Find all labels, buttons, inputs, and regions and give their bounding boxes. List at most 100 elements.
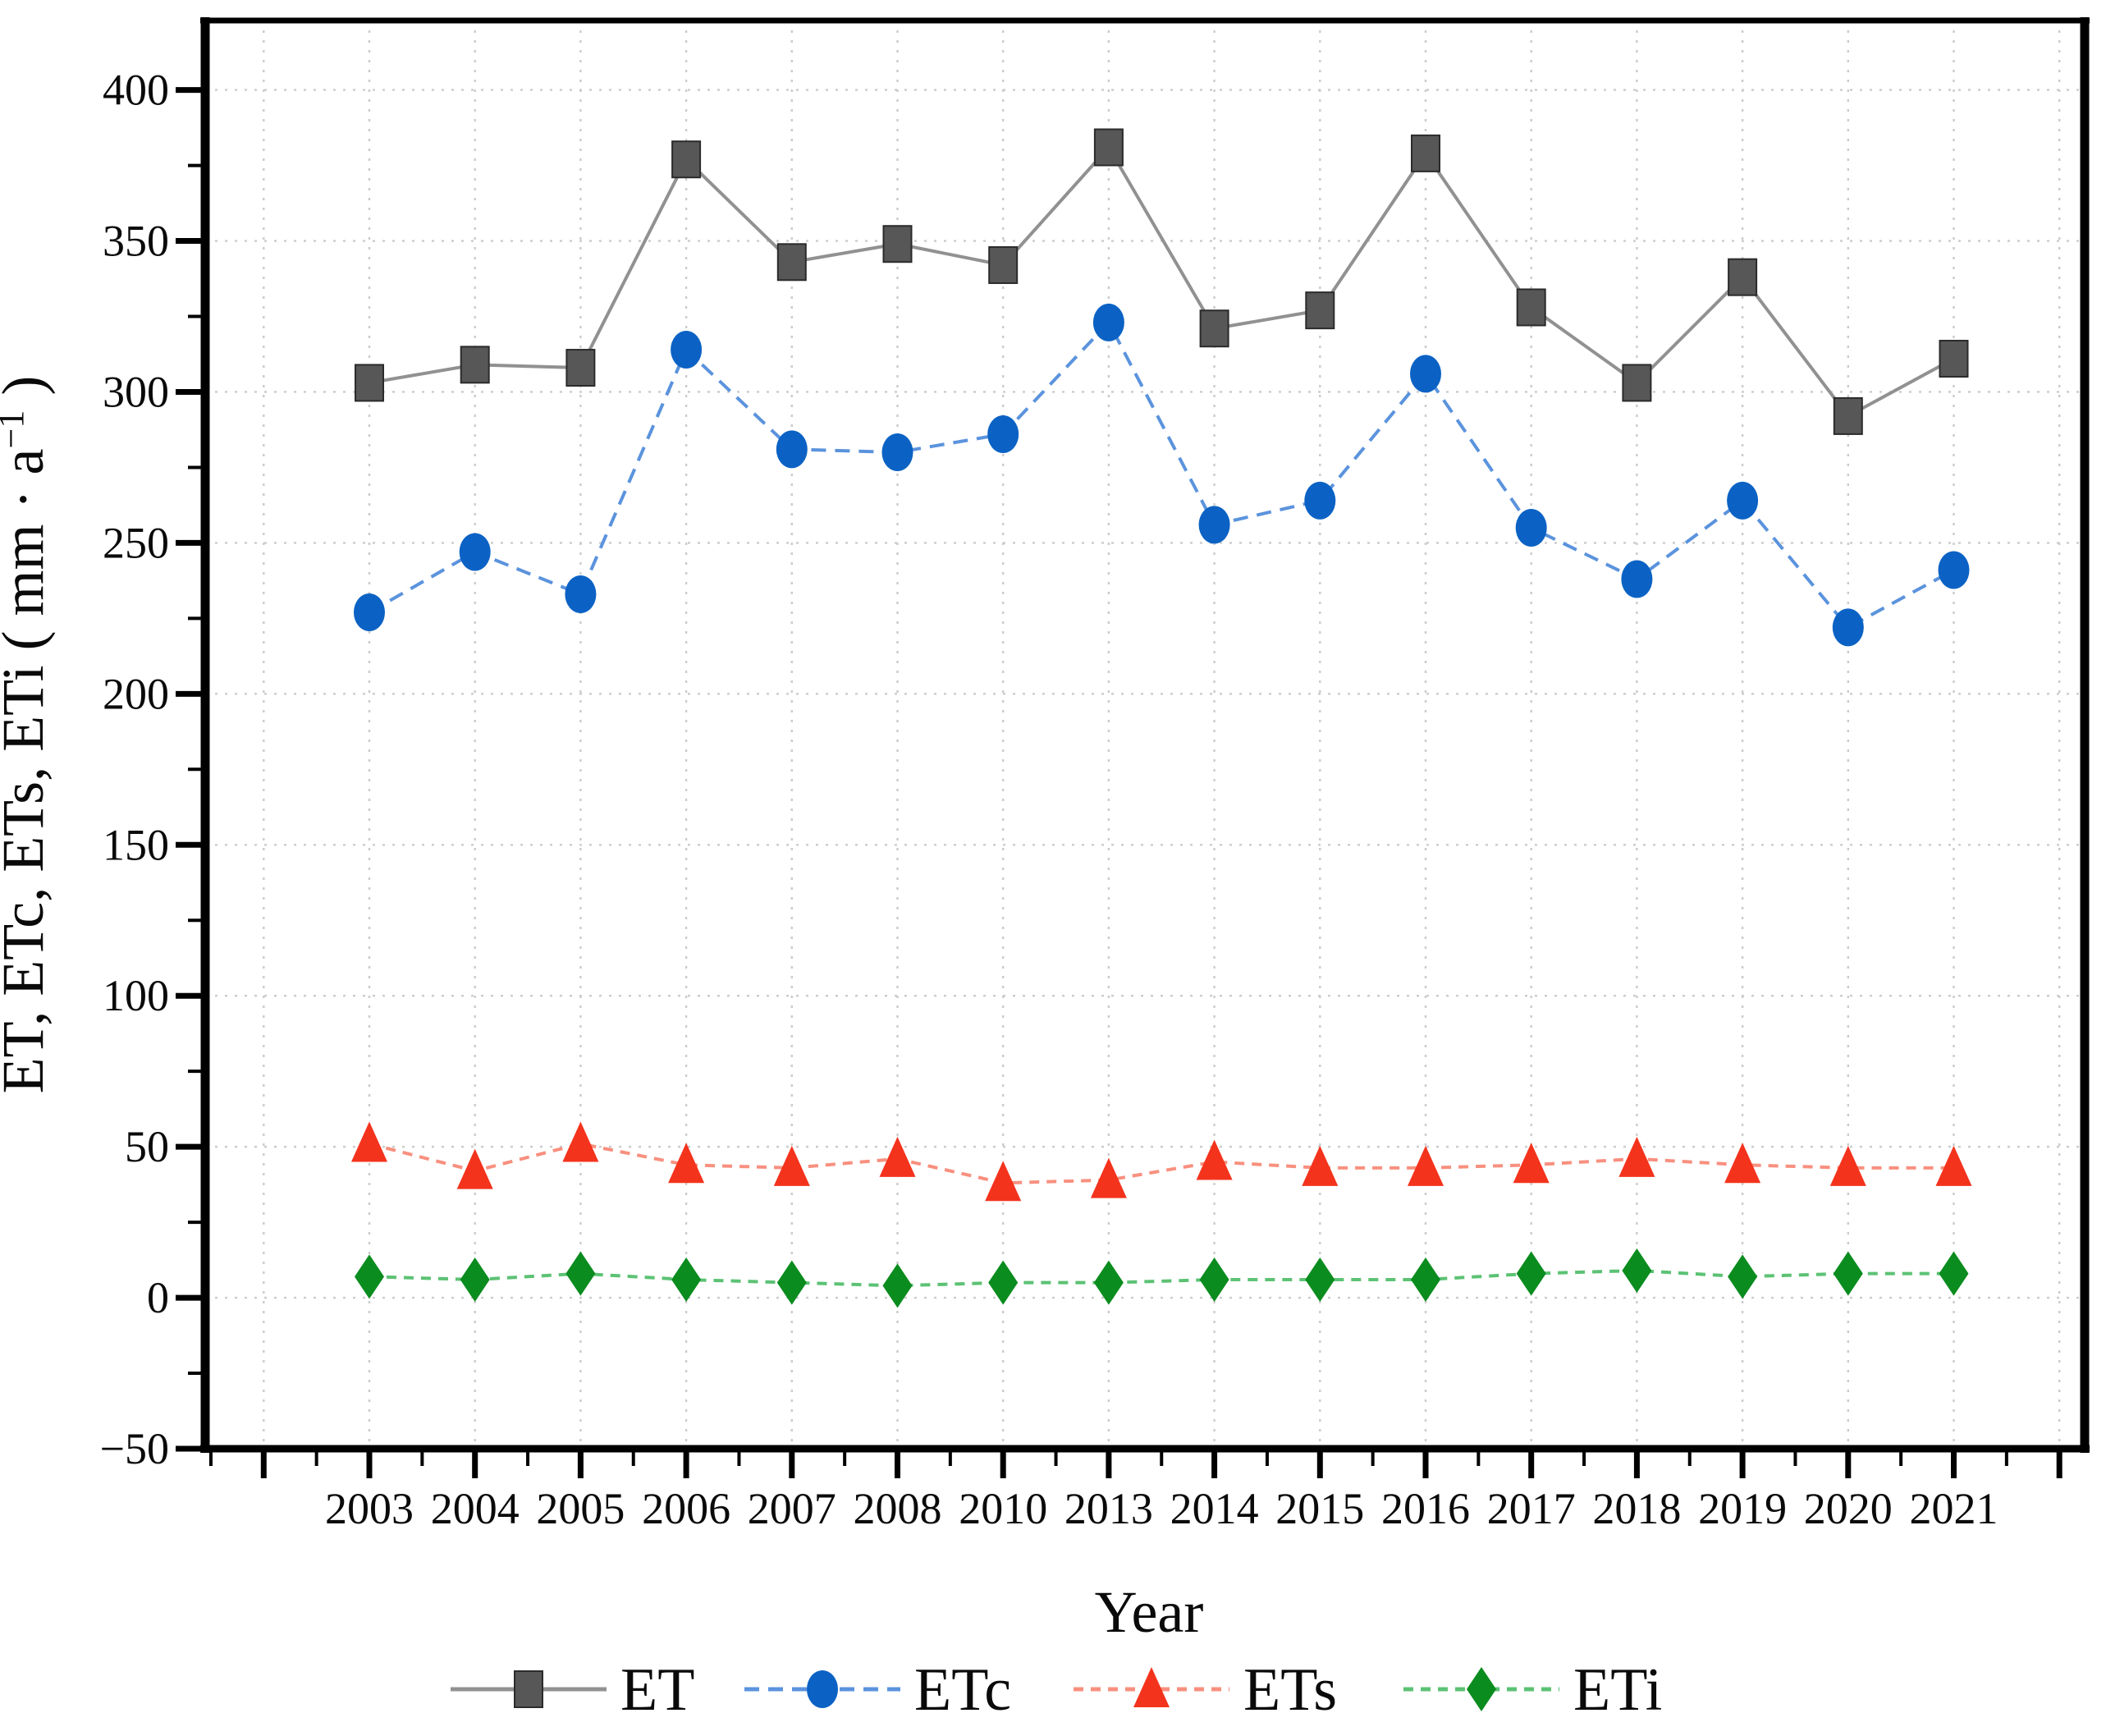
y-tick-label: −50 <box>100 1424 169 1473</box>
ET-marker <box>1516 288 1546 327</box>
ET-legend-marker <box>514 1670 543 1708</box>
y-axis-title: ET, ETc, ETs, ETi ( mm · a−1 ) <box>0 376 56 1094</box>
legend-label-ET: ET <box>620 1656 694 1724</box>
x-tick-label: 2004 <box>431 1484 520 1533</box>
ETs-marker <box>1829 1145 1866 1186</box>
ETs-marker <box>456 1148 493 1189</box>
ETc-marker <box>987 415 1019 453</box>
ETs-marker <box>985 1161 1022 1202</box>
y-tick-label: 50 <box>125 1122 169 1171</box>
ETc-marker <box>671 330 703 369</box>
ETc-marker <box>1832 608 1864 647</box>
ET-marker <box>1305 291 1335 330</box>
ETi-marker <box>1833 1251 1863 1296</box>
legend-item-ETs: ETs <box>1074 1656 1337 1724</box>
gridlines <box>205 21 2085 1449</box>
x-tick-label: 2020 <box>1804 1484 1893 1533</box>
x-axis-title: Year <box>1095 1579 1204 1645</box>
ET-marker <box>671 140 702 179</box>
series-ETc <box>354 303 1970 647</box>
x-tick-label: 2008 <box>854 1484 942 1533</box>
ET-marker <box>355 364 384 402</box>
y-tick-label: 300 <box>103 367 169 416</box>
y-tick-label: 250 <box>103 518 169 567</box>
series-ET <box>355 128 1969 435</box>
x-tick-label: 2007 <box>748 1484 836 1533</box>
ETi-marker <box>882 1263 913 1308</box>
ETs-marker <box>1935 1145 1972 1186</box>
ETi-marker <box>671 1257 702 1302</box>
ETc-marker <box>1198 506 1230 544</box>
ET-marker <box>460 346 490 384</box>
ETc-marker <box>1621 560 1653 598</box>
ETs-marker <box>1196 1139 1233 1180</box>
y-tick-label: 400 <box>103 66 169 115</box>
ETs-marker <box>562 1121 599 1162</box>
ETs-legend-marker <box>1133 1667 1170 1707</box>
ET-marker <box>776 243 807 282</box>
ETi-marker <box>1939 1251 1969 1296</box>
ETi-marker <box>355 1254 384 1299</box>
ETs-marker <box>1724 1143 1761 1184</box>
ETi-marker <box>1199 1257 1229 1302</box>
legend-label-ETi: ETi <box>1573 1656 1662 1724</box>
ET-marker <box>1093 128 1124 167</box>
ETi-marker <box>776 1260 807 1305</box>
ETc-marker <box>1410 355 1441 393</box>
x-tick-label: 2013 <box>1064 1484 1153 1533</box>
ETc-marker <box>1515 509 1547 547</box>
ETi-marker <box>1305 1257 1335 1302</box>
legend-item-ET: ET <box>451 1656 694 1724</box>
ETi-marker <box>988 1260 1019 1305</box>
ET-marker <box>1622 364 1652 402</box>
ETi-marker <box>1411 1257 1440 1302</box>
ET-marker <box>1411 134 1440 172</box>
ETc-marker <box>1092 303 1124 341</box>
series-ETi <box>355 1248 1969 1308</box>
x-tick-label: 2016 <box>1381 1484 1470 1533</box>
ETi-line <box>369 1268 1954 1288</box>
ETi-marker <box>1516 1251 1546 1296</box>
x-tick-label: 2015 <box>1275 1484 1364 1533</box>
ETs-marker <box>1090 1157 1127 1198</box>
x-tick-label: 2021 <box>1910 1484 1998 1533</box>
series-ETs <box>351 1121 1972 1202</box>
ETi-marker <box>565 1251 596 1296</box>
ETc-marker <box>1938 551 1970 589</box>
ET-marker <box>1833 396 1863 435</box>
ET-marker <box>1728 258 1758 296</box>
y-tick-label: 0 <box>147 1273 169 1322</box>
ETc-legend-marker <box>807 1670 838 1708</box>
legend-label-ETc: ETc <box>914 1656 1011 1724</box>
axis-ticks <box>176 87 2063 1478</box>
legend-label-ETs: ETs <box>1243 1656 1337 1724</box>
y-tick-labels: −50 0 50 100 150 200 250 300 350 400 <box>100 66 169 1473</box>
x-tick-labels: 2003 2004 2005 2006 2007 2008 2010 2013 2014 2015… <box>325 1484 1998 1533</box>
ET-marker <box>988 245 1019 284</box>
ETc-marker <box>459 533 491 571</box>
ETc-marker <box>1727 481 1759 520</box>
ETs-marker <box>1618 1136 1655 1177</box>
y-tick-label: 150 <box>103 820 169 869</box>
ET-line <box>369 144 1955 419</box>
x-tick-label: 2010 <box>959 1484 1047 1533</box>
ETs-marker <box>668 1143 705 1184</box>
plot-frame <box>200 17 2090 1453</box>
ETi-marker <box>1093 1260 1124 1305</box>
ETc-marker <box>565 575 597 613</box>
ETs-marker <box>879 1136 916 1177</box>
x-tick-label: 2018 <box>1592 1484 1681 1533</box>
legend-item-ETi: ETi <box>1403 1656 1662 1724</box>
ETs-marker <box>1408 1145 1444 1186</box>
x-tick-label: 2017 <box>1487 1484 1576 1533</box>
y-tick-label: 200 <box>103 669 169 718</box>
ETi-marker <box>1728 1254 1758 1299</box>
ETi-marker <box>1622 1248 1652 1293</box>
ETc-marker <box>354 593 385 632</box>
x-tick-label: 2003 <box>325 1484 414 1533</box>
legend-item-ETc: ETc <box>744 1656 1011 1724</box>
ETs-marker <box>773 1145 810 1186</box>
